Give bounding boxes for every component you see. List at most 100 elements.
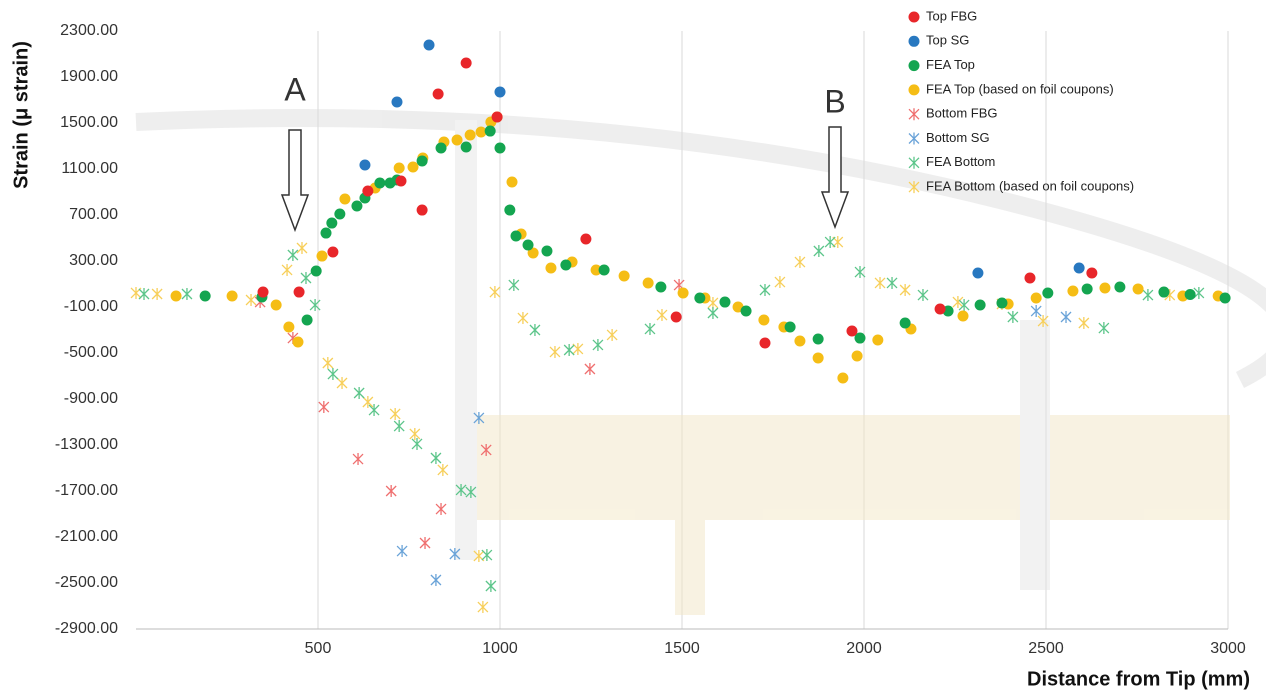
point (549, 345, 561, 358)
annotation: B (824, 83, 845, 119)
point (1086, 267, 1098, 279)
y-tick-label: -2100.00 (55, 528, 118, 545)
y-tick-label: -900.00 (64, 390, 118, 407)
point (886, 276, 898, 289)
series (199, 125, 1231, 345)
point (494, 86, 506, 98)
y-tick-label: 300.00 (69, 252, 118, 269)
point (339, 193, 351, 205)
point (598, 264, 610, 276)
point (529, 324, 541, 336)
x-tick-label: 500 (305, 640, 332, 657)
point (759, 337, 771, 349)
point (362, 395, 374, 408)
point (1073, 262, 1085, 274)
point (475, 126, 487, 138)
point (460, 57, 472, 69)
x-tick-label: 1000 (482, 640, 518, 657)
point (917, 289, 929, 302)
point (309, 299, 321, 312)
point (656, 309, 668, 322)
point (563, 344, 575, 357)
point (480, 443, 492, 456)
point (1037, 315, 1049, 328)
arrow (820, 126, 850, 230)
point (449, 548, 461, 561)
point (484, 125, 496, 137)
point (899, 317, 911, 329)
point (423, 39, 435, 51)
point (293, 286, 305, 298)
point (854, 266, 866, 279)
point (934, 303, 946, 315)
point (670, 311, 682, 323)
series (138, 236, 1205, 592)
point (952, 296, 964, 309)
arrow (280, 129, 310, 233)
point (504, 204, 516, 216)
point (812, 333, 824, 345)
point (759, 283, 771, 296)
series (257, 57, 1098, 349)
point (1219, 292, 1231, 304)
y-tick-label: -1300.00 (55, 436, 118, 453)
point (545, 262, 557, 274)
point (1078, 316, 1090, 329)
point (407, 161, 419, 173)
point (389, 407, 401, 420)
y-tick-label: -100.00 (64, 298, 118, 315)
point (416, 204, 428, 216)
point (270, 299, 282, 311)
point (465, 486, 477, 499)
point (393, 420, 405, 433)
legend: Top FBG Top SG FEA Top FEA Top (based on fo… (908, 8, 1134, 194)
x-tick-label: 3000 (1210, 640, 1246, 657)
point (460, 141, 472, 153)
point (655, 281, 667, 293)
point (590, 264, 602, 276)
annotation: A (284, 71, 306, 107)
point (393, 162, 405, 174)
point (368, 404, 380, 417)
point (419, 536, 431, 549)
point (322, 357, 334, 370)
point (560, 259, 572, 271)
point (1114, 281, 1126, 293)
point (1193, 286, 1205, 299)
y-tick-label: 1900.00 (60, 68, 118, 85)
point (170, 290, 182, 302)
point (824, 236, 836, 249)
point (199, 290, 211, 302)
point (1184, 288, 1196, 300)
point (1030, 292, 1042, 304)
point (1007, 311, 1019, 324)
point (580, 233, 592, 245)
point (396, 545, 408, 558)
point (485, 579, 497, 592)
bar-shape (470, 415, 1230, 520)
point (642, 277, 654, 289)
point (326, 217, 338, 229)
point (1158, 286, 1170, 298)
point (310, 265, 322, 277)
point (527, 247, 539, 259)
y-tick-label: 700.00 (69, 206, 118, 223)
legend-label: Bottom SG (926, 130, 990, 145)
point (1024, 272, 1036, 284)
y-tick-label: -2900.00 (55, 620, 118, 637)
point (245, 293, 257, 306)
point (257, 286, 269, 298)
point (832, 236, 844, 249)
y-tick-label: -500.00 (64, 344, 118, 361)
legend-marker (908, 11, 920, 23)
point (618, 270, 630, 282)
y-tick-label: -2500.00 (55, 574, 118, 591)
point (958, 299, 970, 312)
point (353, 387, 365, 400)
x-tick-label: 2500 (1028, 640, 1064, 657)
point (281, 263, 293, 276)
point (508, 279, 520, 292)
point (362, 185, 374, 197)
point (794, 256, 806, 269)
